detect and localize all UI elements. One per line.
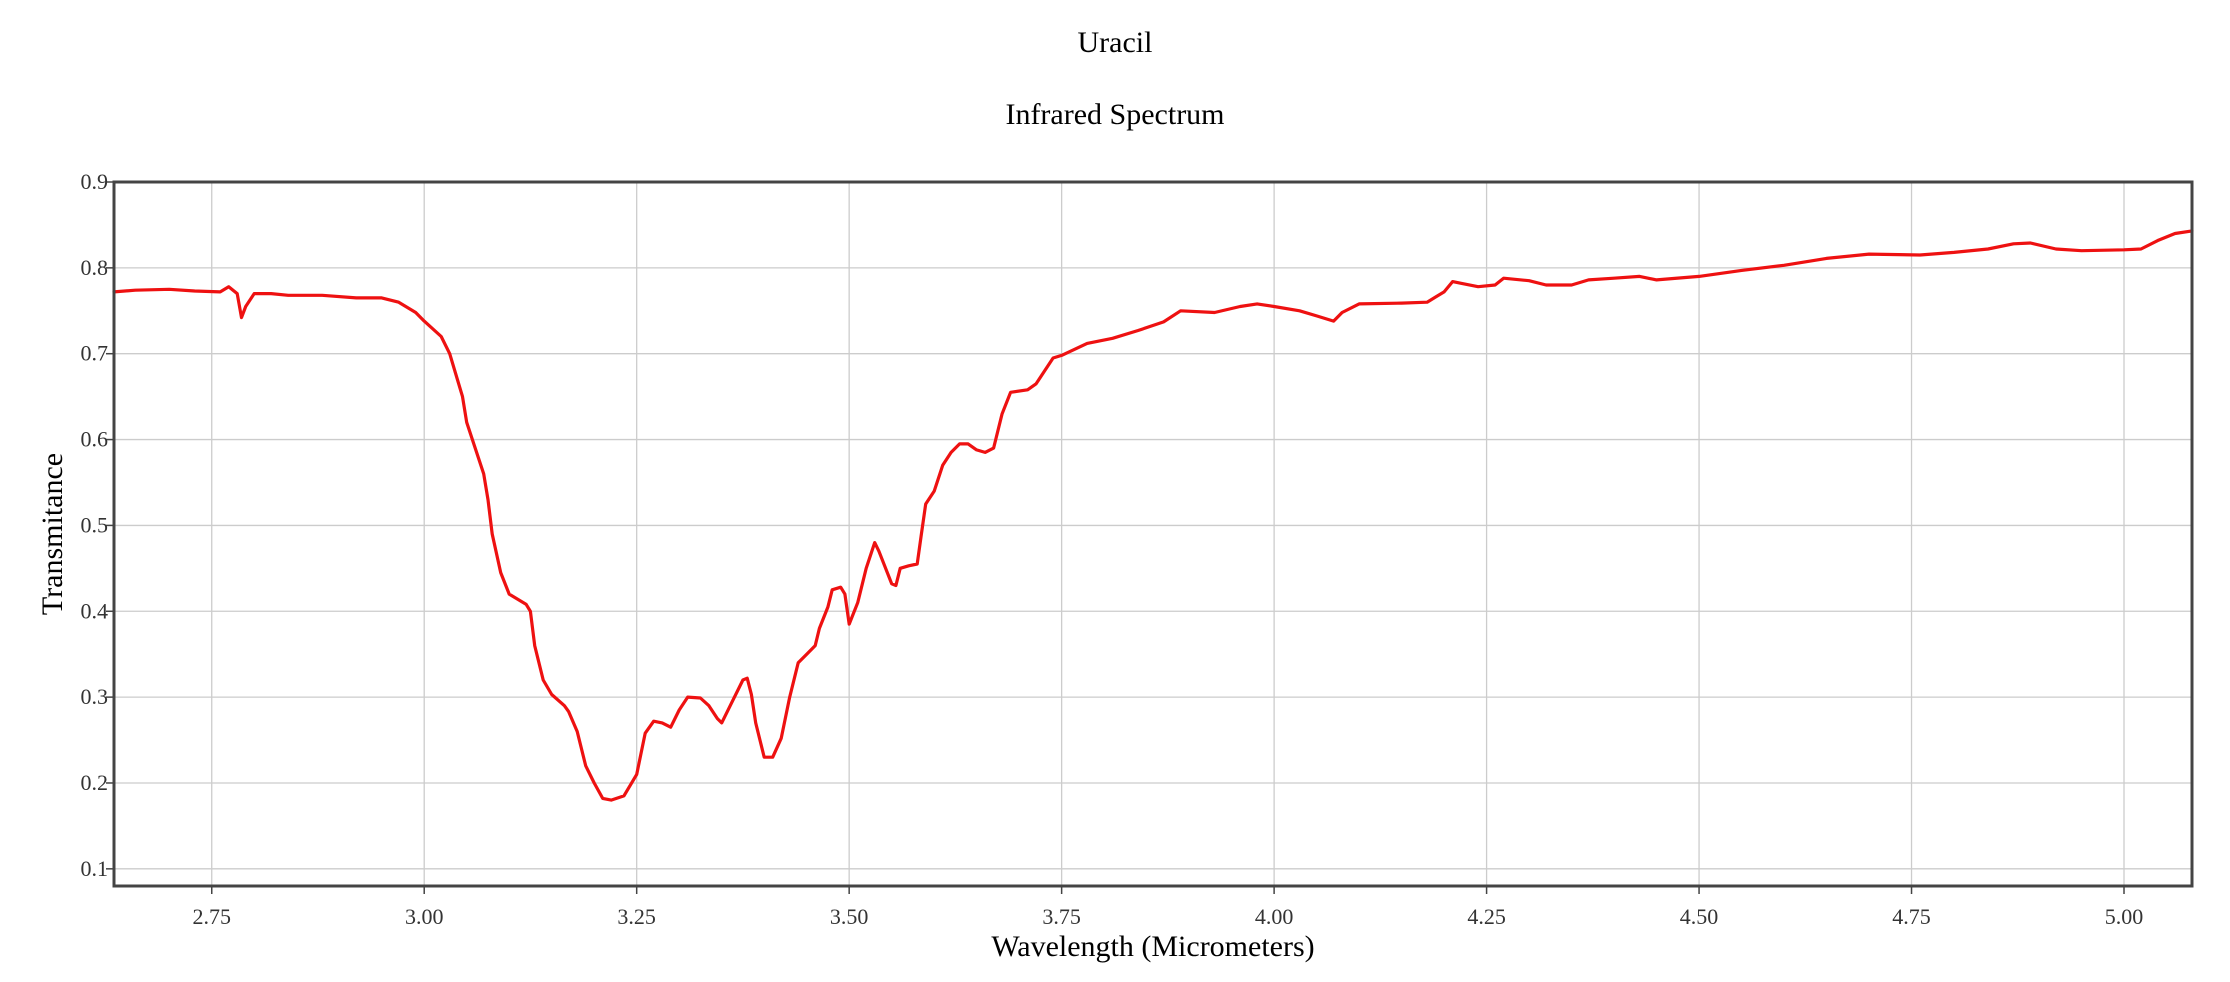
y-tick-label: 0.8 [81,255,109,280]
chart-title: Uracil [1077,26,1153,59]
y-tick-label: 0.9 [81,169,109,194]
chart-subtitle: Infrared Spectrum [1005,98,1225,131]
x-tick-label: 4.00 [1255,904,1294,929]
x-tick-label: 5.00 [2105,904,2144,929]
series-line [112,229,2194,802]
y-tick-label: 0.6 [81,427,109,452]
x-tick-label: 3.50 [830,904,869,929]
y-tick-label: 0.5 [81,512,109,537]
x-axis-label: Wavelength (Micrometers) [991,930,1314,963]
x-tick-label: 2.75 [192,904,231,929]
plot-frame [112,180,2194,888]
series-layer [112,229,2194,802]
x-axis-ticks: 2.75 3.00 3.25 3.50 3.75 4.00 4.25 4.50 4.75 5.00 [192,886,2143,929]
y-tick-label: 0.1 [81,856,109,881]
x-tick-label: 4.50 [1680,904,1719,929]
y-tick-label: 0.4 [81,598,109,623]
y-tick-label: 0.2 [81,770,109,795]
grid [114,181,2192,886]
y-tick-label: 0.3 [81,684,109,709]
y-axis-ticks: 0.1 0.2 0.3 0.4 0.5 0.6 0.7 0.8 0.9 [81,169,114,881]
y-tick-label: 0.7 [81,341,109,366]
x-tick-label: 4.25 [1467,904,1506,929]
x-tick-label: 3.25 [617,904,656,929]
x-tick-label: 3.00 [405,904,444,929]
x-tick-label: 3.75 [1042,904,1081,929]
y-axis-label: Transmitance [36,453,69,615]
x-tick-label: 4.75 [1892,904,1931,929]
